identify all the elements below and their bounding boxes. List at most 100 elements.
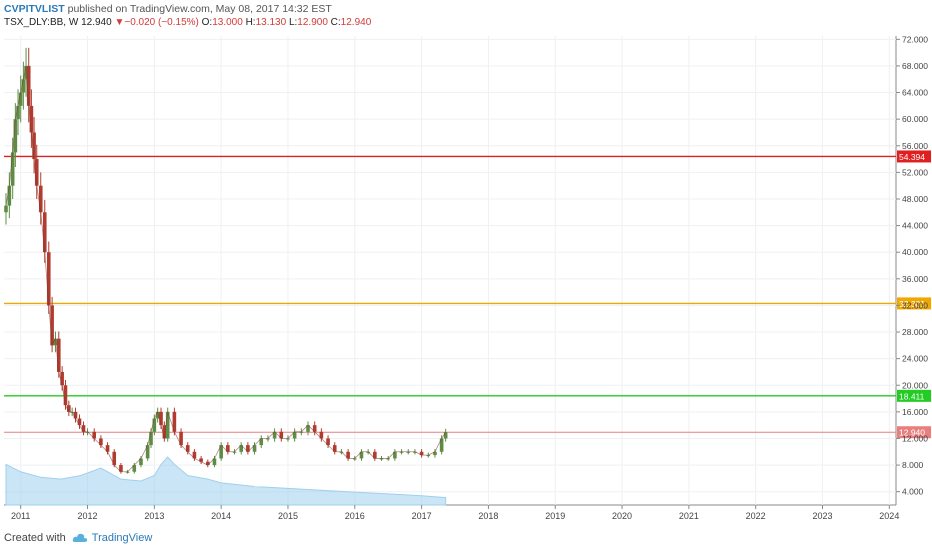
footer: Created with TradingView — [4, 528, 304, 548]
candle-body — [7, 185, 12, 206]
level-badge-label: 32.301 — [899, 299, 925, 309]
price-tick-label: 56.000 — [902, 141, 928, 151]
time-tick-label: 2022 — [746, 511, 766, 521]
time-tick-label: 2017 — [412, 511, 432, 521]
candle-body — [292, 431, 297, 439]
chart-grid — [4, 36, 897, 506]
candle-body — [21, 79, 26, 93]
candle-body — [4, 205, 8, 213]
candle-body — [34, 159, 39, 186]
level-badge-label: 54.394 — [899, 152, 925, 162]
time-tick-label: 2012 — [78, 511, 98, 521]
price-tick-label: 40.000 — [902, 247, 928, 257]
candle-body — [232, 451, 237, 453]
close-trace — [5, 65, 446, 473]
volume-area — [5, 456, 447, 506]
time-tick-label: 2020 — [612, 511, 632, 521]
price-axis[interactable]: 4.000 8.000 12.000 16.000 20.000 24.000 28.000… — [896, 34, 928, 497]
candle-body — [426, 455, 431, 457]
horizontal-levels[interactable]: 54.394 32.301 18.411 12.940 — [4, 150, 931, 439]
candle-body — [67, 405, 71, 412]
candle-body — [413, 451, 417, 453]
candle-body — [359, 451, 364, 459]
candle-body — [433, 451, 437, 456]
price-tick-label: 12.000 — [902, 433, 928, 443]
low-label: L: — [288, 17, 298, 28]
candle-body — [155, 411, 160, 419]
price-tick-label: 36.000 — [902, 274, 928, 284]
price-tick-label: 64.000 — [902, 88, 928, 98]
candle-body — [38, 185, 43, 213]
price-tick-label: 4.000 — [902, 487, 924, 497]
level-badge-label: 12.940 — [899, 428, 925, 438]
candle-body — [46, 252, 51, 306]
candle-body — [386, 458, 390, 460]
candle-body — [226, 445, 230, 452]
price-tick-label: 52.000 — [902, 167, 928, 177]
candle-body — [99, 438, 103, 446]
candle-body — [165, 411, 170, 439]
time-tick-label: 2015 — [278, 511, 298, 521]
published-text: published on TradingView.com, May 08, 20… — [64, 3, 332, 15]
high-value: 13.130 — [255, 17, 287, 28]
chart-header: CVPITVLIST published on TradingView.com,… — [4, 2, 884, 30]
publication-line: CVPITVLIST published on TradingView.com,… — [4, 2, 884, 16]
candle-body — [419, 451, 424, 456]
candle-body — [13, 119, 18, 153]
symbol-label[interactable]: TSX_DLY:BB, W — [4, 17, 79, 28]
candle-body — [212, 458, 217, 466]
price-tick-label: 32.000 — [902, 300, 928, 310]
price-tick-label: 20.000 — [902, 380, 928, 390]
price-tick-label: 16.000 — [902, 407, 928, 417]
high-label: H: — [245, 17, 256, 28]
price-tick-label: 44.000 — [902, 221, 928, 231]
candle-body — [179, 431, 183, 446]
candle-body — [399, 451, 404, 453]
candle-body — [393, 451, 397, 459]
author-link[interactable]: CVPITVLIST — [4, 3, 65, 15]
candle-body — [162, 425, 167, 439]
candle-body — [246, 445, 250, 452]
candlestick-series — [4, 47, 448, 474]
level-badge-orange — [897, 297, 931, 310]
time-tick-label: 2016 — [345, 511, 365, 521]
candle-body — [379, 458, 384, 460]
candle-body — [159, 411, 163, 426]
candle-body — [406, 451, 411, 453]
candle-body — [112, 451, 117, 466]
price-tick-label: 28.000 — [902, 327, 928, 337]
candle-body — [145, 445, 150, 459]
candle-body — [152, 418, 157, 432]
open-value: 13.000 — [212, 17, 243, 28]
candle-body — [443, 432, 448, 439]
candle-body — [199, 458, 203, 462]
time-tick-label: 2023 — [812, 511, 832, 521]
candle-body — [42, 212, 47, 253]
candle-body — [32, 132, 36, 160]
candle-body — [149, 431, 153, 446]
candle-body — [139, 458, 143, 466]
candle-body — [219, 445, 223, 459]
price-change: −0.020 (−0.15%) — [124, 17, 199, 28]
price-tick-label: 8.000 — [902, 460, 924, 470]
time-tick-label: 2021 — [679, 511, 699, 521]
level-badge-green — [897, 389, 931, 402]
candle-body — [10, 152, 15, 186]
candle-body — [24, 65, 28, 80]
candle-body — [326, 438, 330, 446]
candle-body — [205, 461, 210, 466]
time-tick-label: 2013 — [144, 511, 164, 521]
level-badge-price — [897, 426, 931, 439]
candle-body — [132, 465, 137, 472]
last-price: 12.940 — [81, 17, 112, 28]
candle-body — [16, 105, 20, 120]
time-tick-label: 2018 — [478, 511, 498, 521]
created-with-text: Created with — [4, 532, 66, 544]
candle-body — [346, 451, 350, 459]
candle-body — [185, 445, 190, 452]
price-chart[interactable]: 54.394 32.301 18.411 12.940 4.000 8.000 12.00… — [0, 0, 932, 528]
tradingview-link[interactable]: TradingView — [72, 532, 152, 544]
candle-body — [286, 438, 290, 440]
candle-body — [125, 471, 130, 473]
time-axis[interactable]: 2011 2012 2013 2014 2015 2016 2017 2018 2019 2020… — [11, 505, 899, 521]
